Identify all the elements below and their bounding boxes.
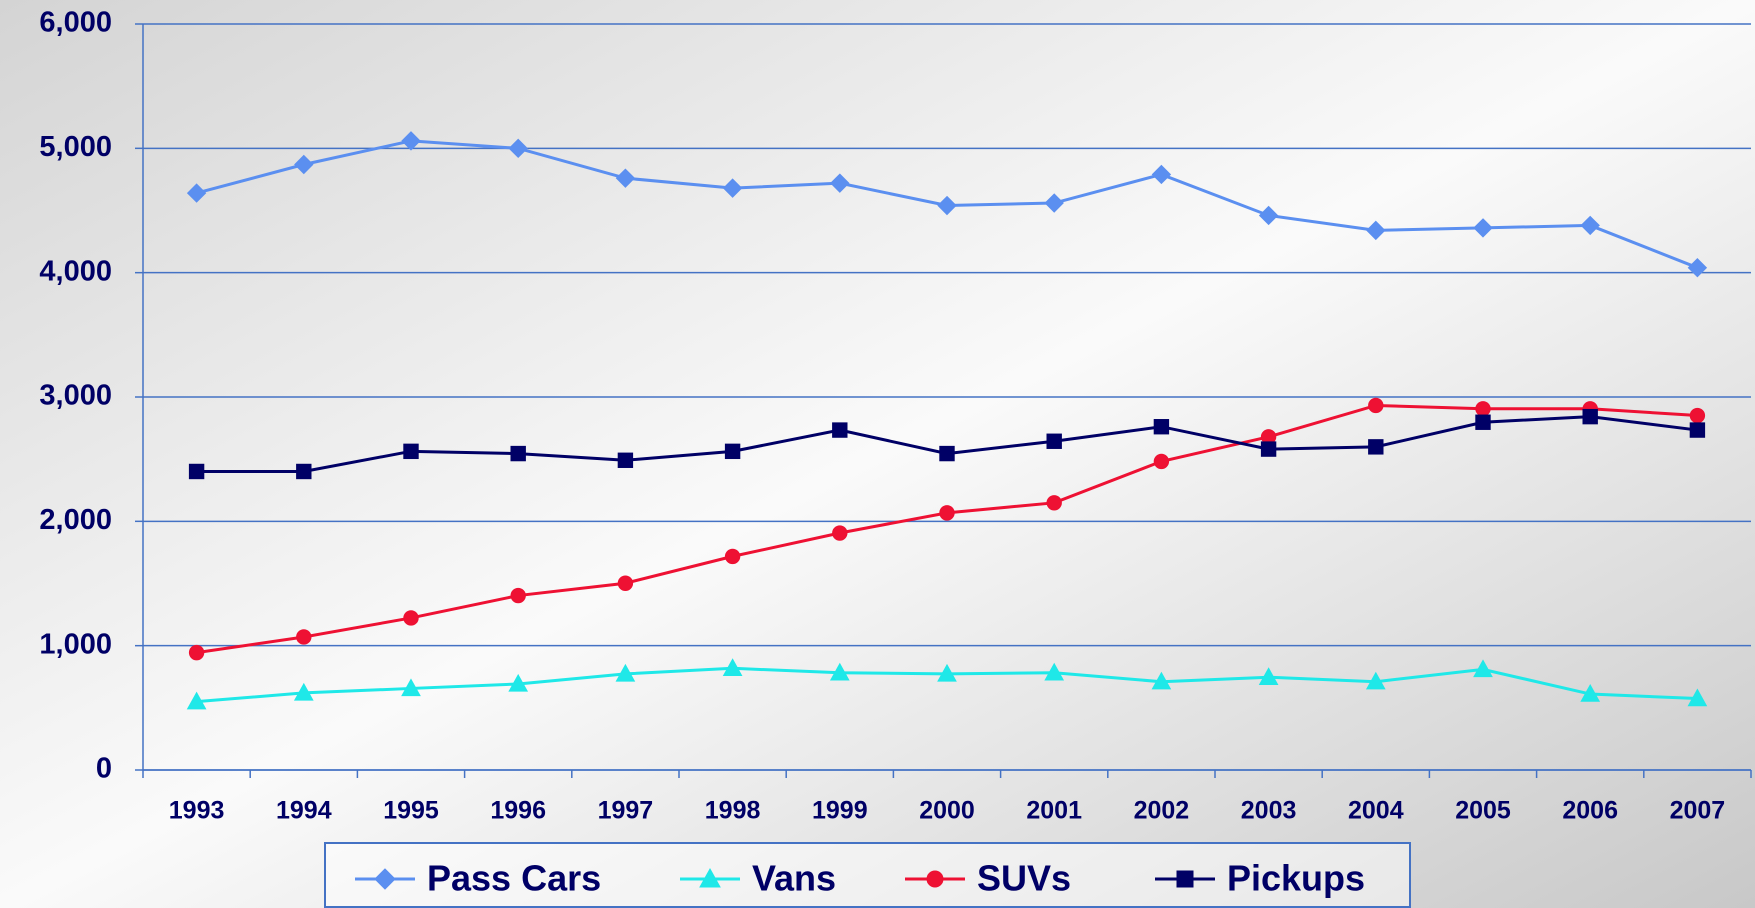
data-point [1153,419,1170,435]
data-point [1046,433,1062,449]
y-tick-label: 5,000 [39,131,112,163]
data-point [615,663,636,682]
data-point [296,629,312,645]
data-point [1153,453,1170,470]
data-point [937,195,957,216]
y-tick-label: 1,000 [39,628,112,660]
data-point [510,587,526,604]
data-point [508,138,528,159]
data-point [830,173,850,193]
data-point [832,525,848,541]
x-tick-label: 1993 [169,797,225,825]
legend-marker [699,867,721,888]
data-point [722,658,743,676]
x-tick-label: 2005 [1455,797,1511,825]
x-tick-label: 2007 [1670,797,1726,825]
legend-box [324,842,1411,908]
data-point [510,445,526,462]
data-point [1580,684,1601,702]
data-point [1258,667,1279,685]
data-point [1368,439,1384,455]
legend-marker [1176,870,1194,888]
legend-label: Pickups [1227,858,1365,899]
data-point [1473,659,1493,678]
data-point [1258,205,1279,226]
data-point [832,422,848,438]
data-point [939,505,955,521]
data-point [401,131,421,151]
x-tick-label: 1999 [812,797,868,825]
data-point [401,678,421,697]
data-point [722,178,743,198]
data-point [1473,218,1493,238]
legend-marker [926,870,944,888]
data-point [508,673,529,692]
legend-marker [374,868,396,890]
x-tick-label: 2006 [1562,797,1618,825]
data-point [296,463,312,480]
legend-label: Vans [752,858,836,899]
x-tick-label: 1996 [490,797,546,825]
data-point [186,691,207,710]
data-point [1368,397,1384,414]
y-tick-label: 0 [96,753,112,785]
data-point [186,183,207,203]
legend-label: SUVs [977,858,1071,899]
legend-label: Pass Cars [427,858,601,899]
y-tick-label: 3,000 [39,380,112,412]
x-tick-label: 2003 [1241,797,1297,825]
data-point [1475,401,1491,417]
x-tick-label: 1997 [598,797,654,825]
data-point [294,154,314,175]
y-tick-label: 6,000 [39,7,112,39]
data-point [615,168,636,188]
data-point [188,644,205,661]
data-point [1044,662,1065,681]
data-point [1582,408,1598,425]
data-point [293,682,314,701]
data-point [1366,220,1386,241]
data-point [1151,671,1172,690]
data-point [724,443,741,460]
data-point [937,663,957,682]
x-tick-label: 1998 [705,797,761,825]
data-point [188,463,205,480]
data-point [939,445,955,462]
x-tick-label: 2002 [1134,797,1190,825]
data-point [1580,215,1600,236]
data-point [403,610,419,626]
data-point [403,443,419,460]
data-point [1689,422,1706,438]
data-point [617,452,634,468]
data-point [724,548,741,565]
data-point [829,662,850,681]
data-point [1151,164,1172,185]
y-tick-label: 2,000 [39,504,112,536]
x-tick-label: 2001 [1026,797,1082,825]
data-point [1046,495,1062,511]
y-tick-label: 4,000 [39,255,112,287]
data-point [1689,407,1706,424]
data-point [617,575,634,591]
x-tick-label: 1995 [383,797,439,825]
x-tick-label: 1994 [276,797,332,825]
data-point [1044,193,1064,213]
x-tick-label: 2004 [1348,797,1404,825]
data-point [1365,671,1386,690]
data-point [1687,257,1708,278]
data-point [1687,688,1708,707]
data-point [1475,414,1491,430]
data-point [1260,441,1277,457]
x-tick-label: 2000 [919,797,975,825]
